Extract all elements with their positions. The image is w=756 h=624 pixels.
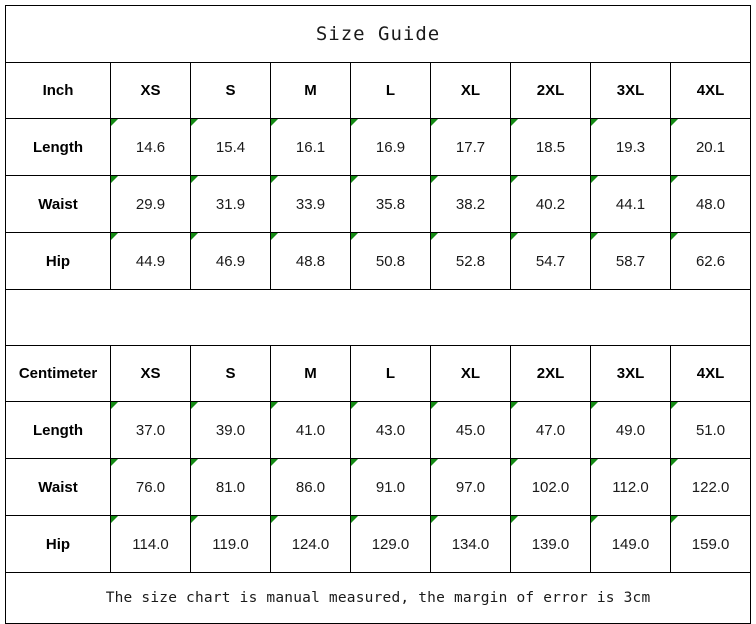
measurement-value-cell: 81.0	[190, 458, 271, 516]
table-header-row: Inch XS S M L XL 2XL 3XL 4XL	[5, 62, 752, 119]
size-header-cell: S	[190, 345, 271, 402]
size-header-cell: 4XL	[669, 62, 752, 119]
measurement-value-cell: 15.4	[190, 118, 271, 176]
measurement-value-cell: 41.0	[270, 401, 351, 459]
size-header-cell: 2XL	[510, 62, 591, 119]
measurement-value-cell: 112.0	[590, 458, 671, 516]
size-header-cell: XL	[430, 345, 511, 402]
measurement-value-cell: 46.9	[190, 232, 271, 290]
measurement-value-cell: 86.0	[270, 458, 351, 516]
measurement-value-cell: 44.1	[590, 175, 671, 233]
size-header-cell: M	[270, 345, 351, 402]
spacer-row	[4, 289, 752, 346]
size-header-cell: 4XL	[669, 345, 752, 402]
size-header-cell: L	[350, 345, 431, 402]
table-row: Length 14.6 15.4 16.1 16.9 17.7 18.5 19.3 20.1	[5, 118, 752, 176]
measurement-value-cell: 139.0	[510, 515, 591, 573]
measurement-value-cell: 45.0	[430, 401, 511, 459]
measurement-value-cell: 49.0	[590, 401, 671, 459]
table-row: Hip 44.9 46.9 48.8 50.8 52.8 54.7 58.7 62.6	[5, 232, 752, 290]
measurement-value-cell: 18.5	[510, 118, 591, 176]
title-row: Size Guide	[4, 5, 752, 63]
page-title: Size Guide	[4, 5, 752, 63]
size-header-cell: XL	[430, 62, 511, 119]
measurement-value-cell: 37.0	[110, 401, 191, 459]
size-header-cell: L	[350, 62, 431, 119]
measurement-value-cell: 51.0	[669, 401, 752, 459]
measurement-value-cell: 14.6	[110, 118, 191, 176]
measurement-value-cell: 62.6	[669, 232, 752, 290]
measurement-value-cell: 16.9	[350, 118, 431, 176]
measurement-value-cell: 76.0	[110, 458, 191, 516]
measurement-value-cell: 40.2	[510, 175, 591, 233]
measurement-value-cell: 31.9	[190, 175, 271, 233]
measurement-value-cell: 38.2	[430, 175, 511, 233]
measurement-label-cell: Length	[5, 401, 111, 459]
unit-header-cell: Inch	[5, 62, 111, 119]
measurement-value-cell: 39.0	[190, 401, 271, 459]
measurement-label-cell: Hip	[5, 232, 111, 290]
measurement-value-cell: 17.7	[430, 118, 511, 176]
size-guide-table: Size Guide Inch XS S M L XL 2XL 3XL 4XL Length 14.…	[4, 5, 752, 624]
size-header-cell: M	[270, 62, 351, 119]
measurement-value-cell: 54.7	[510, 232, 591, 290]
measurement-value-cell: 35.8	[350, 175, 431, 233]
table-row: Length 37.0 39.0 41.0 43.0 45.0 47.0 49.0 51.0	[5, 401, 752, 459]
measurement-value-cell: 19.3	[590, 118, 671, 176]
measurement-label-cell: Length	[5, 118, 111, 176]
size-header-cell: 3XL	[590, 345, 671, 402]
measurement-value-cell: 43.0	[350, 401, 431, 459]
measurement-value-cell: 122.0	[669, 458, 752, 516]
size-header-cell: 2XL	[510, 345, 591, 402]
measurement-value-cell: 149.0	[590, 515, 671, 573]
measurement-value-cell: 91.0	[350, 458, 431, 516]
measurement-value-cell: 159.0	[669, 515, 752, 573]
footer-note: The size chart is manual measured, the m…	[4, 572, 752, 624]
size-header-cell: XS	[110, 62, 191, 119]
measurement-value-cell: 102.0	[510, 458, 591, 516]
measurement-value-cell: 48.0	[669, 175, 752, 233]
measurement-value-cell: 129.0	[350, 515, 431, 573]
measurement-value-cell: 52.8	[430, 232, 511, 290]
measurement-value-cell: 50.8	[350, 232, 431, 290]
footer-note-row: The size chart is manual measured, the m…	[4, 572, 752, 624]
measurement-value-cell: 134.0	[430, 515, 511, 573]
measurement-value-cell: 20.1	[669, 118, 752, 176]
measurement-label-cell: Waist	[5, 458, 111, 516]
measurement-label-cell: Waist	[5, 175, 111, 233]
size-header-cell: S	[190, 62, 271, 119]
unit-header-cell: Centimeter	[5, 345, 111, 402]
measurement-value-cell: 119.0	[190, 515, 271, 573]
measurement-value-cell: 44.9	[110, 232, 191, 290]
measurement-value-cell: 114.0	[110, 515, 191, 573]
measurement-value-cell: 16.1	[270, 118, 351, 176]
measurement-value-cell: 97.0	[430, 458, 511, 516]
measurement-value-cell: 58.7	[590, 232, 671, 290]
size-header-cell: 3XL	[590, 62, 671, 119]
spacer-cell	[4, 289, 752, 346]
size-header-cell: XS	[110, 345, 191, 402]
table-header-row: Centimeter XS S M L XL 2XL 3XL 4XL	[5, 345, 752, 402]
measurement-label-cell: Hip	[5, 515, 111, 573]
table-row: Waist 76.0 81.0 86.0 91.0 97.0 102.0 112.0 122.0	[5, 458, 752, 516]
measurement-value-cell: 48.8	[270, 232, 351, 290]
measurement-value-cell: 29.9	[110, 175, 191, 233]
measurement-value-cell: 124.0	[270, 515, 351, 573]
table-row: Waist 29.9 31.9 33.9 35.8 38.2 40.2 44.1 48.0	[5, 175, 752, 233]
table-row: Hip 114.0 119.0 124.0 129.0 134.0 139.0 149.0 15…	[5, 515, 752, 573]
measurement-value-cell: 33.9	[270, 175, 351, 233]
measurement-value-cell: 47.0	[510, 401, 591, 459]
size-guide-body: Size Guide Inch XS S M L XL 2XL 3XL 4XL Length 14.…	[4, 5, 752, 624]
